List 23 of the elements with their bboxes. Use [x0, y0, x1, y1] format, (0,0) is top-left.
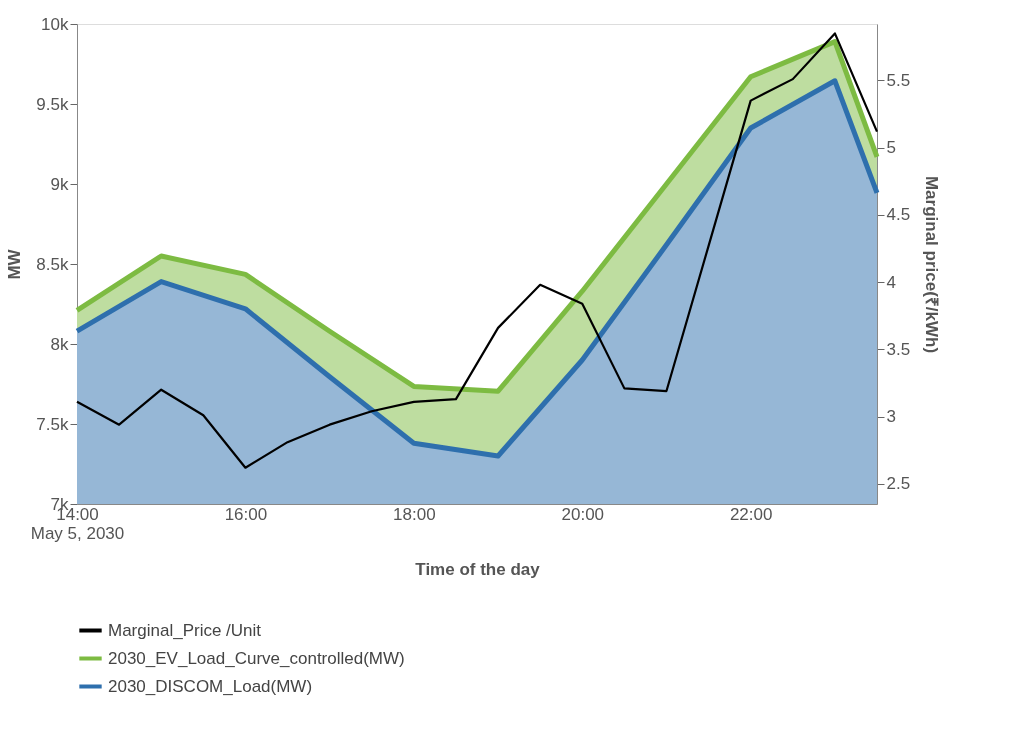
y-tick-label: 10k [41, 14, 69, 34]
x-tick-label: 22:00 [729, 504, 773, 524]
y-axis-title: MW [5, 248, 25, 280]
y2-tick-label: 5 [886, 138, 896, 158]
legend-label: Marginal_Price /Unit [108, 620, 262, 640]
x-tick-label: 20:00 [561, 504, 605, 524]
y2-axis-title: Marginal price(₹/kWh) [922, 175, 942, 354]
legend-label: 2030_EV_Load_Curve_controlled(MW) [108, 648, 405, 668]
x-tick-label: 16:00 [224, 504, 268, 524]
y2-tick-label: 4 [886, 272, 896, 292]
y-tick-label: 8k [50, 334, 69, 354]
x-axis-title: Time of the day [415, 559, 541, 579]
y2-tick-label: 3 [886, 407, 896, 427]
y-tick-label: 9k [50, 174, 69, 194]
y-tick-label: 7.5k [36, 414, 69, 434]
legend-label: 2030_DISCOM_Load(MW) [108, 676, 313, 696]
y2-tick-label: 3.5 [886, 339, 911, 359]
y-tick-label: 8.5k [36, 254, 69, 274]
x-tick-label: 18:00 [393, 504, 436, 524]
y2-tick-label: 2.5 [886, 474, 911, 494]
y2-tick-label: 5.5 [886, 70, 911, 90]
y-tick-label: 9.5k [36, 94, 69, 114]
y2-tick-label: 4.5 [886, 205, 911, 225]
